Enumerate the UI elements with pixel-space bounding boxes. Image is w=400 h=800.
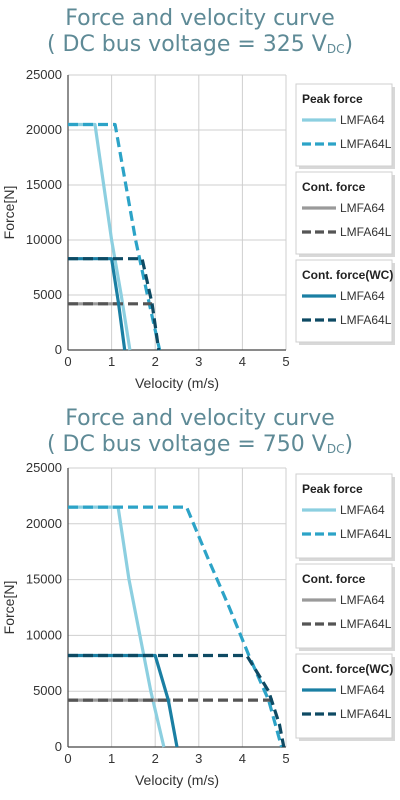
chart-panel-750v: Force and velocity curve ( DC bus voltag…	[0, 400, 400, 800]
legend-item-label: LMFA64L	[340, 617, 392, 631]
series-line-cont-force-wc-lmfa64	[68, 653, 179, 748]
legend-item-label: LMFA64	[340, 201, 385, 215]
legend-item-label: LMFA64	[340, 503, 385, 517]
y-tick-label: 0	[55, 342, 62, 357]
chart-subtitle: ( DC bus voltage = 750 VDC)	[0, 432, 400, 460]
x-tick-label: 3	[195, 354, 202, 369]
legend-group-title: Cont. force(WC)	[302, 268, 393, 282]
legend-item-label: LMFA64L	[340, 137, 392, 151]
legend-box	[295, 171, 393, 255]
y-tick-label: 5000	[33, 683, 62, 698]
legend-group-cont-force-wc: Cont. force(WC) LMFA64 LMFA64L	[295, 259, 395, 345]
legend-item-label: LMFA64L	[340, 225, 392, 239]
legend-group-peak-force: Peak force LMFA64 LMFA64L	[295, 473, 395, 561]
legend-box	[295, 653, 393, 739]
subtitle-prefix: ( DC bus voltage = 325 V	[46, 32, 327, 57]
legend-group-title: Cont. force	[302, 180, 366, 194]
legend-item-label: LMFA64	[340, 289, 385, 303]
chart-title-line: Force and velocity curve	[65, 406, 335, 431]
y-tick-label: 25000	[26, 460, 62, 475]
chart-svg: 0 1 2 3 4 5 0 5000 10000 15000 20000 25000 Velocity …	[1, 67, 395, 391]
x-tick-label: 2	[152, 751, 159, 766]
legend-item-label: LMFA64	[340, 683, 385, 697]
x-tick-label: 1	[108, 354, 115, 369]
x-tick-label: 4	[239, 751, 246, 766]
y-tick-label: 15000	[26, 177, 62, 192]
x-tick-label: 1	[108, 751, 115, 766]
legend-group-title: Cont. force	[302, 572, 366, 586]
x-tick-label: 0	[64, 751, 71, 766]
y-tick-label: 10000	[26, 627, 62, 642]
legend-item-label: LMFA64L	[340, 313, 392, 327]
legend-group-title: Peak force	[302, 92, 363, 106]
chart-title: Force and velocity curve ( DC bus voltag…	[0, 406, 400, 460]
legend-box	[295, 563, 393, 649]
chart-title-line: Force and velocity curve	[65, 6, 335, 31]
chart-subtitle: ( DC bus voltage = 325 VDC)	[0, 32, 400, 60]
plot-area	[68, 75, 286, 350]
x-axis-label: Velocity (m/s)	[135, 375, 219, 391]
chart-svg: 0 1 2 3 4 5 0 5000 10000 15000 20000 25000 Velocity …	[1, 460, 395, 788]
x-tick-label: 4	[239, 354, 246, 369]
legend-item-label: LMFA64L	[340, 527, 392, 541]
legend-group-title: Peak force	[302, 482, 363, 496]
chart-title: Force and velocity curve ( DC bus voltag…	[0, 6, 400, 60]
x-tick-label: 3	[195, 751, 202, 766]
x-tick-label: 2	[152, 354, 159, 369]
legend-box	[295, 473, 393, 559]
legend-item-label: LMFA64L	[340, 707, 392, 721]
y-tick-label: 20000	[26, 122, 62, 137]
plot-area	[68, 468, 286, 747]
legend-item-label: LMFA64	[340, 113, 385, 127]
series-line-peak-force-lmfa64l	[68, 505, 284, 748]
chart-panel-325v: Force and velocity curve ( DC bus voltag…	[0, 6, 400, 391]
subtitle-sub: DC	[326, 42, 345, 56]
legend-group-cont-force-wc: Cont. force(WC) LMFA64 LMFA64L	[295, 653, 395, 741]
x-tick-label: 5	[282, 354, 289, 369]
series-line-cont-force-wc-lmfa64l	[68, 653, 286, 748]
legend-item-label: LMFA64	[340, 593, 385, 607]
y-tick-label: 15000	[26, 572, 62, 587]
legend-group-title: Cont. force(WC)	[302, 662, 393, 676]
subtitle-sub: DC	[326, 442, 345, 456]
legend-group-peak-force: Peak force LMFA64 LMFA64L	[295, 83, 395, 169]
y-tick-label: 5000	[33, 287, 62, 302]
y-axis-label: Force[N]	[1, 186, 17, 240]
series-line-cont-force-wc-lmfa64l	[68, 257, 161, 351]
y-tick-label: 0	[55, 739, 62, 754]
legend-box	[295, 83, 393, 167]
y-tick-label: 25000	[26, 67, 62, 82]
legend-group-cont-force: Cont. force LMFA64 LMFA64L	[295, 563, 395, 651]
subtitle-suffix: )	[344, 32, 354, 57]
y-tick-label: 10000	[26, 232, 62, 247]
legend-group-cont-force: Cont. force LMFA64 LMFA64L	[295, 171, 395, 257]
y-axis-label: Force[N]	[1, 581, 17, 635]
series-line-peak-force-lmfa64l	[68, 122, 162, 351]
y-tick-label: 20000	[26, 516, 62, 531]
legend-box	[295, 259, 393, 343]
x-axis-label: Velocity (m/s)	[135, 772, 219, 788]
subtitle-suffix: )	[344, 432, 354, 457]
x-tick-label: 5	[282, 751, 289, 766]
x-tick-label: 0	[64, 354, 71, 369]
subtitle-prefix: ( DC bus voltage = 750 V	[46, 432, 327, 457]
